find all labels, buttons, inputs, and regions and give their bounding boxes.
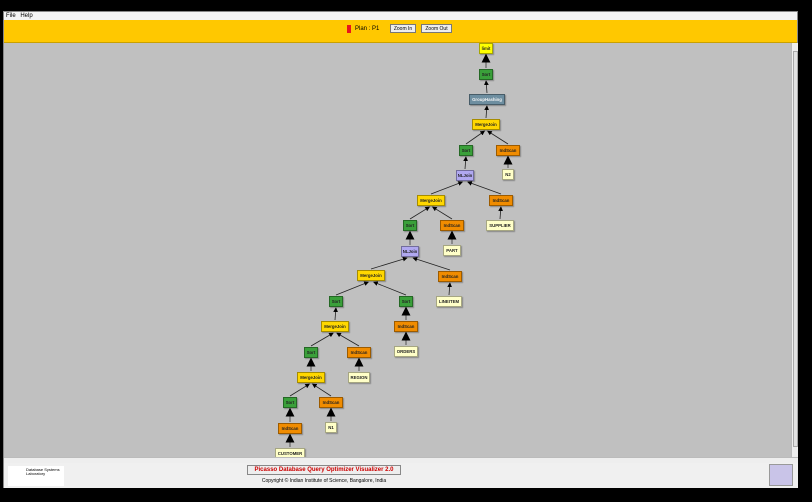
plan-node-sort[interactable]: Sort <box>283 396 297 408</box>
plan-edge <box>310 332 334 347</box>
plan-node-relation[interactable]: SUPPLIER <box>486 219 514 231</box>
plan-edge <box>289 383 311 397</box>
copyright-text: Copyright © Indian Institute of Science,… <box>261 478 387 484</box>
plan-node-scan[interactable]: IndScan <box>440 219 464 231</box>
zoom-in-button[interactable]: Zoom In <box>390 24 416 33</box>
plan-node-relation[interactable]: N1 <box>325 421 337 433</box>
plan-node-relation[interactable]: LINEITEM <box>436 295 462 307</box>
plan-node-sort[interactable]: Sort <box>399 295 413 307</box>
plan-edge <box>467 181 502 195</box>
horizontal-scrollbar[interactable] <box>4 457 798 463</box>
plan-node-scan[interactable]: IndScan <box>394 320 418 332</box>
logo-text: Database Systems Laboratory <box>26 467 60 476</box>
plan-edge <box>463 156 469 170</box>
vertical-scroll-thumb[interactable] <box>793 51 798 447</box>
plan-node-join[interactable]: MergeJoin <box>417 194 445 206</box>
menu-file[interactable]: File <box>6 13 16 19</box>
plan-node-sort[interactable]: Sort <box>479 68 493 80</box>
plan-edge <box>336 332 360 347</box>
plan-indicator: Plan : P1 <box>347 25 379 33</box>
plan-edge <box>373 281 407 296</box>
plan-node-scan[interactable]: IndScan <box>496 144 520 156</box>
plan-tree-edges <box>285 53 513 447</box>
plan-node-join[interactable]: MergeJoin <box>472 118 500 130</box>
plan-node-relation[interactable]: PART <box>443 244 461 256</box>
plan-edge <box>311 383 332 397</box>
plan-edge <box>370 256 408 270</box>
plan-edge <box>430 181 464 195</box>
toolbar: Plan : P1 Zoom In Zoom Out <box>4 20 797 43</box>
plan-node-sort[interactable]: Sort <box>304 346 318 358</box>
plan-node-relation[interactable]: N2 <box>502 168 514 180</box>
plan-edge <box>412 256 451 271</box>
plan-label: Plan : P1 <box>355 26 380 32</box>
plan-edge <box>333 307 339 321</box>
plan-node-join[interactable]: MergeJoin <box>297 371 325 383</box>
plan-edge <box>335 281 369 296</box>
plan-node-scan[interactable]: IndScan <box>438 270 462 282</box>
zoom-out-button[interactable]: Zoom Out <box>421 24 452 33</box>
plan-node-sort[interactable]: Sort <box>329 295 343 307</box>
plan-tree-canvas: limit Sort GroupHashing MergeJoin Sort IndSca… <box>4 42 791 459</box>
plan-node-relation[interactable]: REGION <box>348 371 370 383</box>
menu-help[interactable]: Help <box>20 13 33 19</box>
plan-edge <box>447 282 453 296</box>
plan-edge <box>483 80 489 94</box>
plan-node-sort[interactable]: Sort <box>459 144 473 156</box>
menu-bar: File Help <box>4 12 797 20</box>
plan-node-join[interactable]: MergeJoin <box>357 269 385 281</box>
plan-edge <box>498 206 504 220</box>
footer: Database Systems Laboratory Picasso Data… <box>4 463 798 488</box>
plan-node-join[interactable]: MergeJoin <box>321 320 349 332</box>
dsl-logo: Database Systems Laboratory <box>8 466 64 486</box>
iisc-emblem <box>769 464 793 486</box>
app-window: File Help Plan : P1 Zoom In Zoom Out lim… <box>3 11 798 488</box>
plan-edge <box>487 130 509 145</box>
plan-node-relation[interactable]: ORDERS <box>394 345 418 357</box>
plan-node-scan[interactable]: IndScan <box>319 396 343 408</box>
plan-edge <box>484 105 490 119</box>
app-title-button[interactable]: Picasso Database Query Optimizer Visuali… <box>247 465 401 475</box>
plan-color-swatch <box>347 25 351 33</box>
plan-node-scan[interactable]: IndScan <box>489 194 513 206</box>
plan-edge <box>465 130 486 145</box>
plan-edge <box>431 206 453 220</box>
plan-node-sort[interactable]: Sort <box>403 219 417 231</box>
plan-node-nljoin[interactable]: NLJoin <box>401 245 419 257</box>
vertical-scrollbar[interactable] <box>791 43 798 457</box>
plan-node-limit[interactable]: limit <box>479 42 493 54</box>
plan-node-nljoin[interactable]: NLJoin <box>456 169 474 181</box>
plan-node-hash[interactable]: GroupHashing <box>469 93 505 105</box>
plan-node-scan[interactable]: IndScan <box>278 422 302 434</box>
plan-edge <box>409 206 431 220</box>
plan-node-scan[interactable]: IndScan <box>347 346 371 358</box>
